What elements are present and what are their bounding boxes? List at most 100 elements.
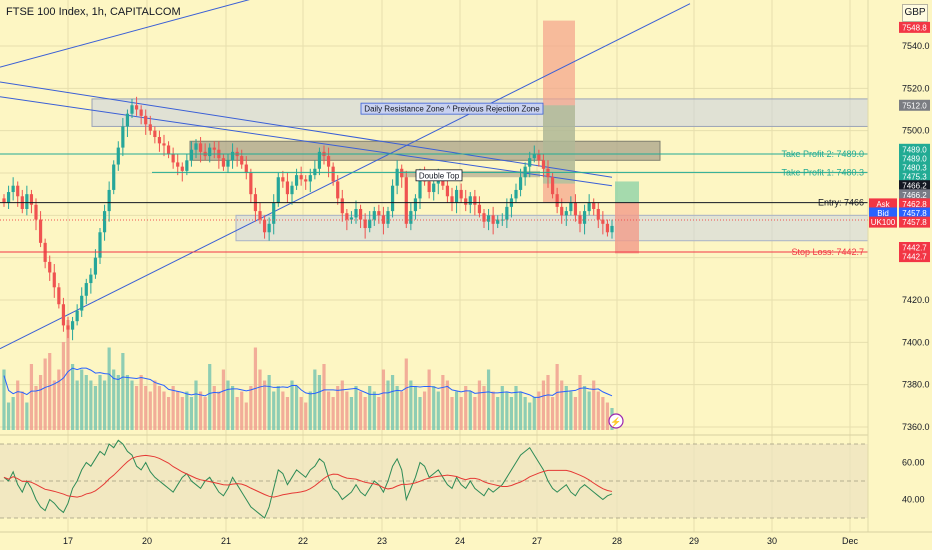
trendline-falling (0, 81, 613, 178)
candle-body (592, 202, 596, 209)
volume-bar (194, 380, 198, 430)
volume-bar (6, 402, 11, 430)
pattern-label-box (415, 169, 463, 182)
volume-bar (226, 380, 230, 430)
volume-bar (11, 397, 15, 430)
candle-body (212, 147, 216, 150)
volume-bar (244, 402, 248, 430)
candle-body (390, 185, 395, 212)
price-tick: 7420.0 (902, 295, 930, 305)
candle-body (354, 208, 358, 218)
volume-bar (52, 380, 56, 430)
volume-bar (514, 386, 518, 430)
trade-levels: Take Profit 2: 7489.0 Take Profit 1: 7480… (0, 102, 868, 257)
candle-body (514, 189, 518, 199)
price-tag-bg (899, 189, 930, 201)
volume-bar (386, 380, 390, 430)
time-tick: 29 (689, 536, 699, 546)
price-tag-bg (899, 152, 930, 164)
volume-bar (322, 364, 326, 430)
candle-body (285, 181, 290, 195)
candle-body (249, 173, 253, 195)
alert-lightning-glyph: ⚡ (610, 416, 621, 428)
price-tag: 7457.8 (902, 209, 927, 218)
price-tick: 7520.0 (902, 83, 930, 93)
price-tick: 7380.0 (902, 380, 930, 390)
candle-body (340, 198, 344, 214)
candle-body (441, 177, 445, 186)
candle-body (93, 257, 98, 275)
time-tick: 23 (377, 536, 387, 546)
resistance-label-box (360, 102, 544, 115)
candle-body (372, 211, 376, 220)
candle-body (208, 147, 212, 157)
candle-body (468, 196, 472, 205)
candle-body (176, 162, 180, 167)
candle-body (454, 189, 459, 203)
volume-bar (555, 364, 559, 430)
volume-bar (112, 369, 116, 430)
candle-body (290, 185, 294, 195)
candle-body (409, 211, 413, 224)
symbol-title[interactable]: FTSE 100 Index, 1h, CAPITALCOM (6, 6, 181, 18)
candle-body (345, 213, 349, 220)
candle-body (395, 168, 399, 186)
trendline-upper (0, 0, 250, 68)
volume-bar (70, 364, 75, 430)
price-tags: 7548.87512.07489.07489.07480.37475.37466… (869, 21, 930, 263)
volume-bar (537, 391, 541, 430)
candle-body (29, 194, 34, 205)
stop-loss-label: Stop Loss: 7442.7 (791, 247, 864, 257)
volume-bar (144, 386, 148, 430)
volume-bar (413, 386, 418, 430)
candle-body (52, 272, 56, 288)
volume-bar (363, 397, 367, 430)
candle-body (281, 177, 285, 182)
candle-body (518, 177, 523, 190)
candle-body (445, 185, 450, 197)
volume-bar (573, 397, 578, 430)
time-tick: Dec (842, 536, 859, 546)
price-tag: 7442.7 (902, 244, 927, 253)
candle-body (276, 177, 280, 203)
currency-button[interactable]: GBP (902, 4, 928, 22)
volume-bar (16, 380, 20, 430)
volume-bar (441, 375, 445, 430)
candle-body (294, 175, 299, 186)
candle-body (180, 166, 184, 171)
volume-bar (66, 320, 70, 430)
candle-body (162, 143, 166, 146)
volume-bar (496, 397, 500, 430)
candle-body (80, 295, 84, 311)
volume-bar (605, 402, 610, 430)
price-tag: 7457.8 (902, 218, 927, 227)
tp2-label: Take Profit 2: 7489.0 (781, 149, 864, 159)
volume-bar (102, 380, 107, 430)
volume-bar (38, 375, 43, 430)
candle-body (317, 151, 322, 169)
volume-bar (390, 375, 395, 430)
volume-bar (404, 358, 408, 430)
candle-body (267, 223, 271, 233)
time-tick: 22 (298, 536, 308, 546)
candle-body (569, 202, 573, 212)
candle-body (331, 166, 335, 182)
volume-bar (459, 397, 463, 430)
volume-bar (409, 380, 413, 430)
tag-label-bg (869, 216, 897, 228)
volume-bar (249, 386, 253, 430)
volume-bar (331, 397, 335, 430)
volume-bar (162, 391, 166, 430)
candle-body (226, 160, 230, 167)
candle-body (144, 115, 148, 125)
volume-bar (139, 375, 143, 430)
volume-bar (564, 386, 568, 430)
volume-bar (326, 391, 331, 430)
candle-body (358, 208, 363, 220)
candle-body (189, 149, 194, 161)
volume-bar (500, 386, 504, 430)
price-tag: 7442.7 (902, 253, 927, 262)
volume-bar (486, 369, 491, 430)
time-axis: 17 20 21 22 23 24 27 28 29 30 Dec (0, 531, 932, 546)
